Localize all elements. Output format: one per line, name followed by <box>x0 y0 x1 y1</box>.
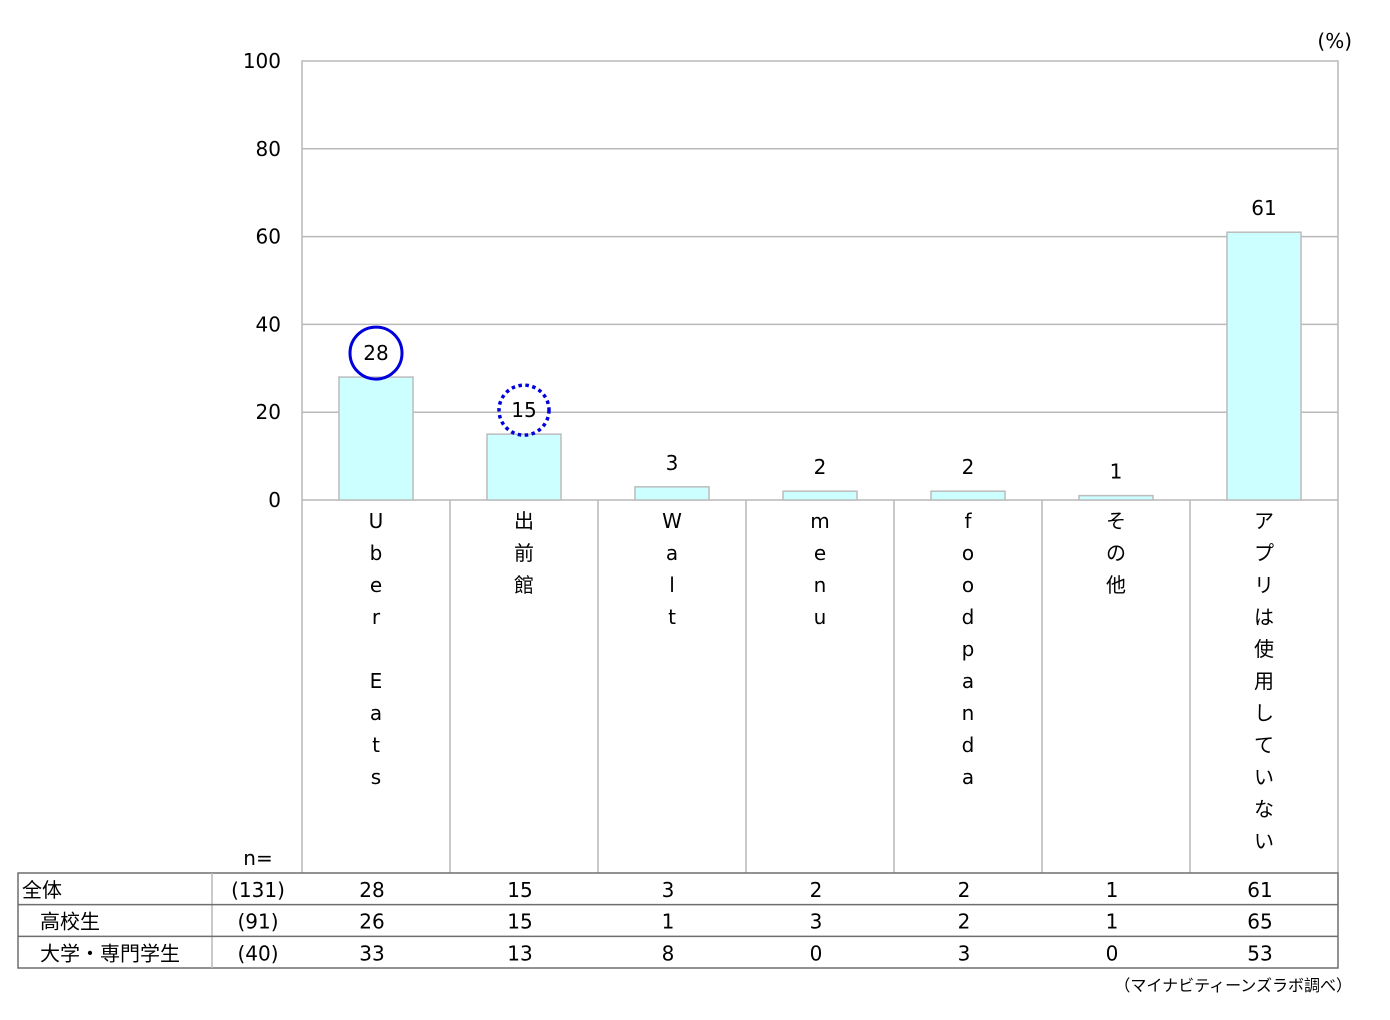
data-label: 28 <box>363 341 388 365</box>
table-cell: 13 <box>507 941 532 965</box>
data-label: 2 <box>962 455 975 479</box>
highlight-circle <box>348 325 404 381</box>
table-row-n: (131) <box>231 878 285 902</box>
table-cell: 28 <box>359 878 384 902</box>
table-row-label: 高校生 <box>40 910 100 934</box>
table-cell: 2 <box>958 878 971 902</box>
table-cell: 33 <box>359 941 384 965</box>
y-tick-label: 60 <box>256 225 281 249</box>
data-table <box>17 872 1339 969</box>
table-cell: 0 <box>810 941 823 965</box>
y-tick-label: 0 <box>268 488 281 512</box>
table-cell: 26 <box>359 910 384 934</box>
n-label: n= <box>243 846 272 870</box>
category-label: アプリは使用していない <box>1254 509 1274 853</box>
y-tick-label: 20 <box>256 400 281 424</box>
table-cell: 1 <box>1106 910 1119 934</box>
bar <box>1078 494 1154 501</box>
table-cell: 53 <box>1247 941 1272 965</box>
table-cell: 2 <box>958 910 971 934</box>
table-row-label: 全体 <box>22 878 62 902</box>
data-label: 61 <box>1251 196 1276 220</box>
y-tick-label: 100 <box>243 49 281 73</box>
table-cell: 1 <box>662 910 675 934</box>
unit-label: (%) <box>1317 29 1352 53</box>
data-label: 1 <box>1110 460 1123 484</box>
table-cell: 3 <box>958 941 971 965</box>
bar <box>1226 231 1302 501</box>
bar <box>338 376 414 501</box>
y-tick-label: 40 <box>256 312 281 336</box>
category-label: 出前館 <box>514 509 534 597</box>
table-cell: 65 <box>1247 910 1272 934</box>
data-label: 15 <box>511 398 536 422</box>
bar <box>634 486 710 501</box>
category-label: その他 <box>1106 509 1126 597</box>
table-cell: 15 <box>507 878 532 902</box>
source-note: （マイナビティーンズラボ調べ） <box>1114 976 1352 995</box>
data-label: 2 <box>814 455 827 479</box>
bar <box>930 490 1006 501</box>
table-cell: 3 <box>810 910 823 934</box>
table-cell: 0 <box>1106 941 1119 965</box>
bar <box>486 433 562 501</box>
highlight-circle-dotted <box>497 383 551 437</box>
table-row-n: (40) <box>237 941 278 965</box>
bar <box>782 490 858 501</box>
table-cell: 2 <box>810 878 823 902</box>
table-row-label: 大学・専門学生 <box>40 941 180 965</box>
table-cell: 15 <box>507 910 532 934</box>
table-cell: 1 <box>1106 878 1119 902</box>
y-tick-label: 80 <box>256 137 281 161</box>
data-label: 3 <box>666 451 679 475</box>
table-cell: 3 <box>662 878 675 902</box>
plot-area <box>301 60 1339 501</box>
table-cell: 8 <box>662 941 675 965</box>
table-cell: 61 <box>1247 878 1272 902</box>
table-row-n: (91) <box>237 910 278 934</box>
